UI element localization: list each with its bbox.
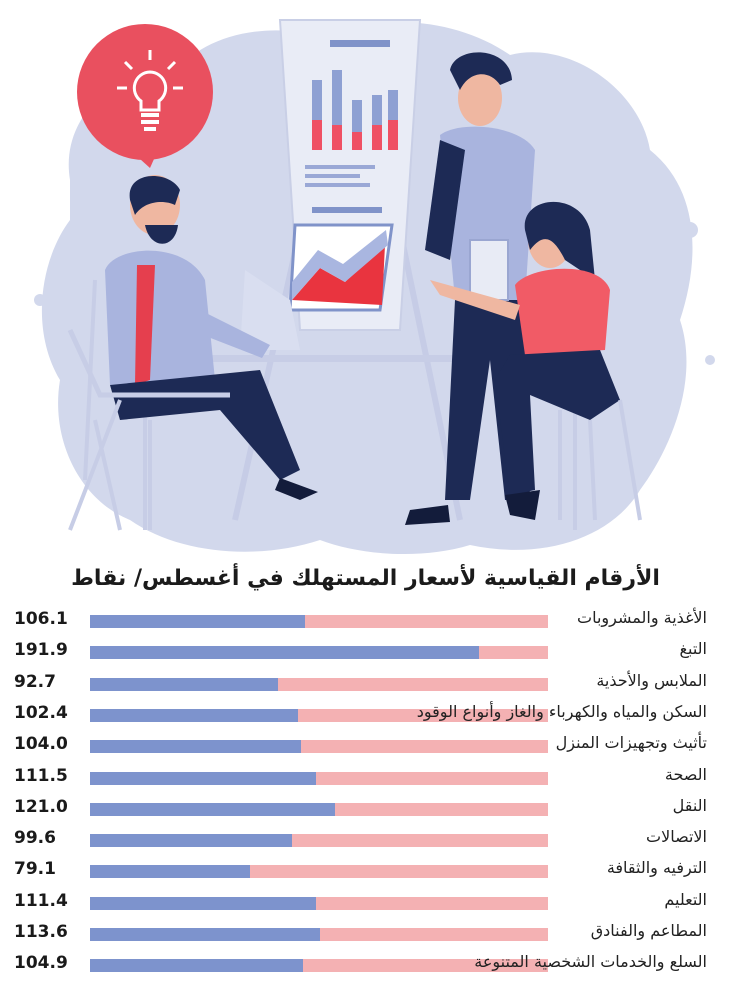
chart-row: 104.9 السلع والخدمات الشخصية المتنوعة (0, 949, 731, 980)
bar-track (90, 708, 548, 722)
bar (90, 615, 306, 628)
category-label: تأثيث وتجهيزات المنزل (555, 733, 707, 753)
chart-row: 102.4 السكن والمياه والكهرباء والغاز وأنو… (0, 699, 731, 730)
category-label: المطاعم والفنادق (590, 921, 707, 940)
bar-value-label: 99.6 (14, 828, 56, 849)
bar (90, 677, 278, 691)
bar (90, 771, 316, 785)
bar (90, 928, 321, 941)
bar-value-label: 106.1 (14, 609, 68, 629)
bar (90, 896, 316, 910)
category-label: الأغذية والمشروبات (577, 608, 707, 627)
bar-value-label: 111.5 (14, 765, 68, 786)
chart-row: 104.0 تأثيث وتجهيزات المنزل (0, 730, 731, 761)
bar (90, 740, 301, 754)
chart-row: 106.1 الأغذية والمشروبات (0, 605, 731, 636)
chart-row: 79.1 الترفيه والثقافة (0, 855, 731, 886)
bar-value-label: 113.6 (14, 922, 68, 942)
bar-track (90, 959, 548, 973)
bar (90, 834, 292, 848)
woman-figure (430, 201, 642, 521)
chart-row: 92.7 الملابس والأحذية (0, 668, 731, 699)
category-label: التعليم (664, 889, 707, 909)
bar-track (90, 865, 548, 879)
category-label: السكن والمياه والكهرباء والغاز وأنواع ال… (416, 701, 707, 721)
chair (67, 328, 230, 398)
chart-row: 113.6 المطاعم والفنادق (0, 918, 731, 949)
category-label: الملابس والأحذية (596, 670, 707, 690)
lightbulb-idea-icon (77, 24, 213, 168)
chart-row: 121.0 النقل (0, 793, 731, 824)
chart-row: 99.6 الاتصالات (0, 824, 731, 855)
bar-value-label: 104.0 (14, 734, 68, 755)
bar (90, 708, 298, 722)
bar-value-label: 79.1 (14, 859, 56, 880)
category-label: الترفيه والثقافة (606, 858, 707, 878)
bar (90, 865, 251, 879)
bar-value-label: 111.4 (14, 890, 68, 911)
bar-track (90, 646, 548, 660)
bar (90, 646, 479, 660)
bar-track (90, 802, 548, 816)
category-label: السلع والخدمات الشخصية المتنوعة (474, 952, 707, 972)
bar-value-label: 121.0 (14, 796, 68, 817)
bar-value-label: 104.9 (14, 953, 68, 974)
bar-track (90, 615, 548, 628)
bar (90, 959, 303, 973)
bar-track (90, 928, 548, 941)
bar-track (90, 677, 548, 691)
bar-track (90, 834, 548, 848)
bar-track (90, 740, 548, 754)
bar-value-label: 191.9 (14, 640, 68, 661)
bar-value-label: 92.7 (14, 671, 56, 692)
category-label: التبغ (679, 639, 708, 659)
office-meeting-illustration (34, 19, 715, 555)
bar-track (90, 896, 548, 910)
chart-title: الأرقام القياسية لأسعار المستهلك في أغسط… (71, 566, 660, 591)
bar-track (90, 771, 548, 785)
standing-man-figure (405, 52, 535, 525)
chart-row: 111.4 التعليم (0, 887, 731, 918)
chart-row: 191.9 التبغ (0, 636, 731, 667)
presentation-board (232, 19, 463, 521)
bar-chart: 106.1 الأغذية والمشروبات 191.9 التبغ 92.7 الم… (0, 605, 731, 1000)
bar-value-label: 102.4 (14, 702, 68, 723)
category-label: الاتصالات (646, 827, 707, 847)
category-label: الصحة (664, 764, 707, 784)
chart-row: 111.5 الصحة (0, 762, 731, 793)
bar (90, 802, 336, 816)
category-label: النقل (672, 795, 707, 815)
